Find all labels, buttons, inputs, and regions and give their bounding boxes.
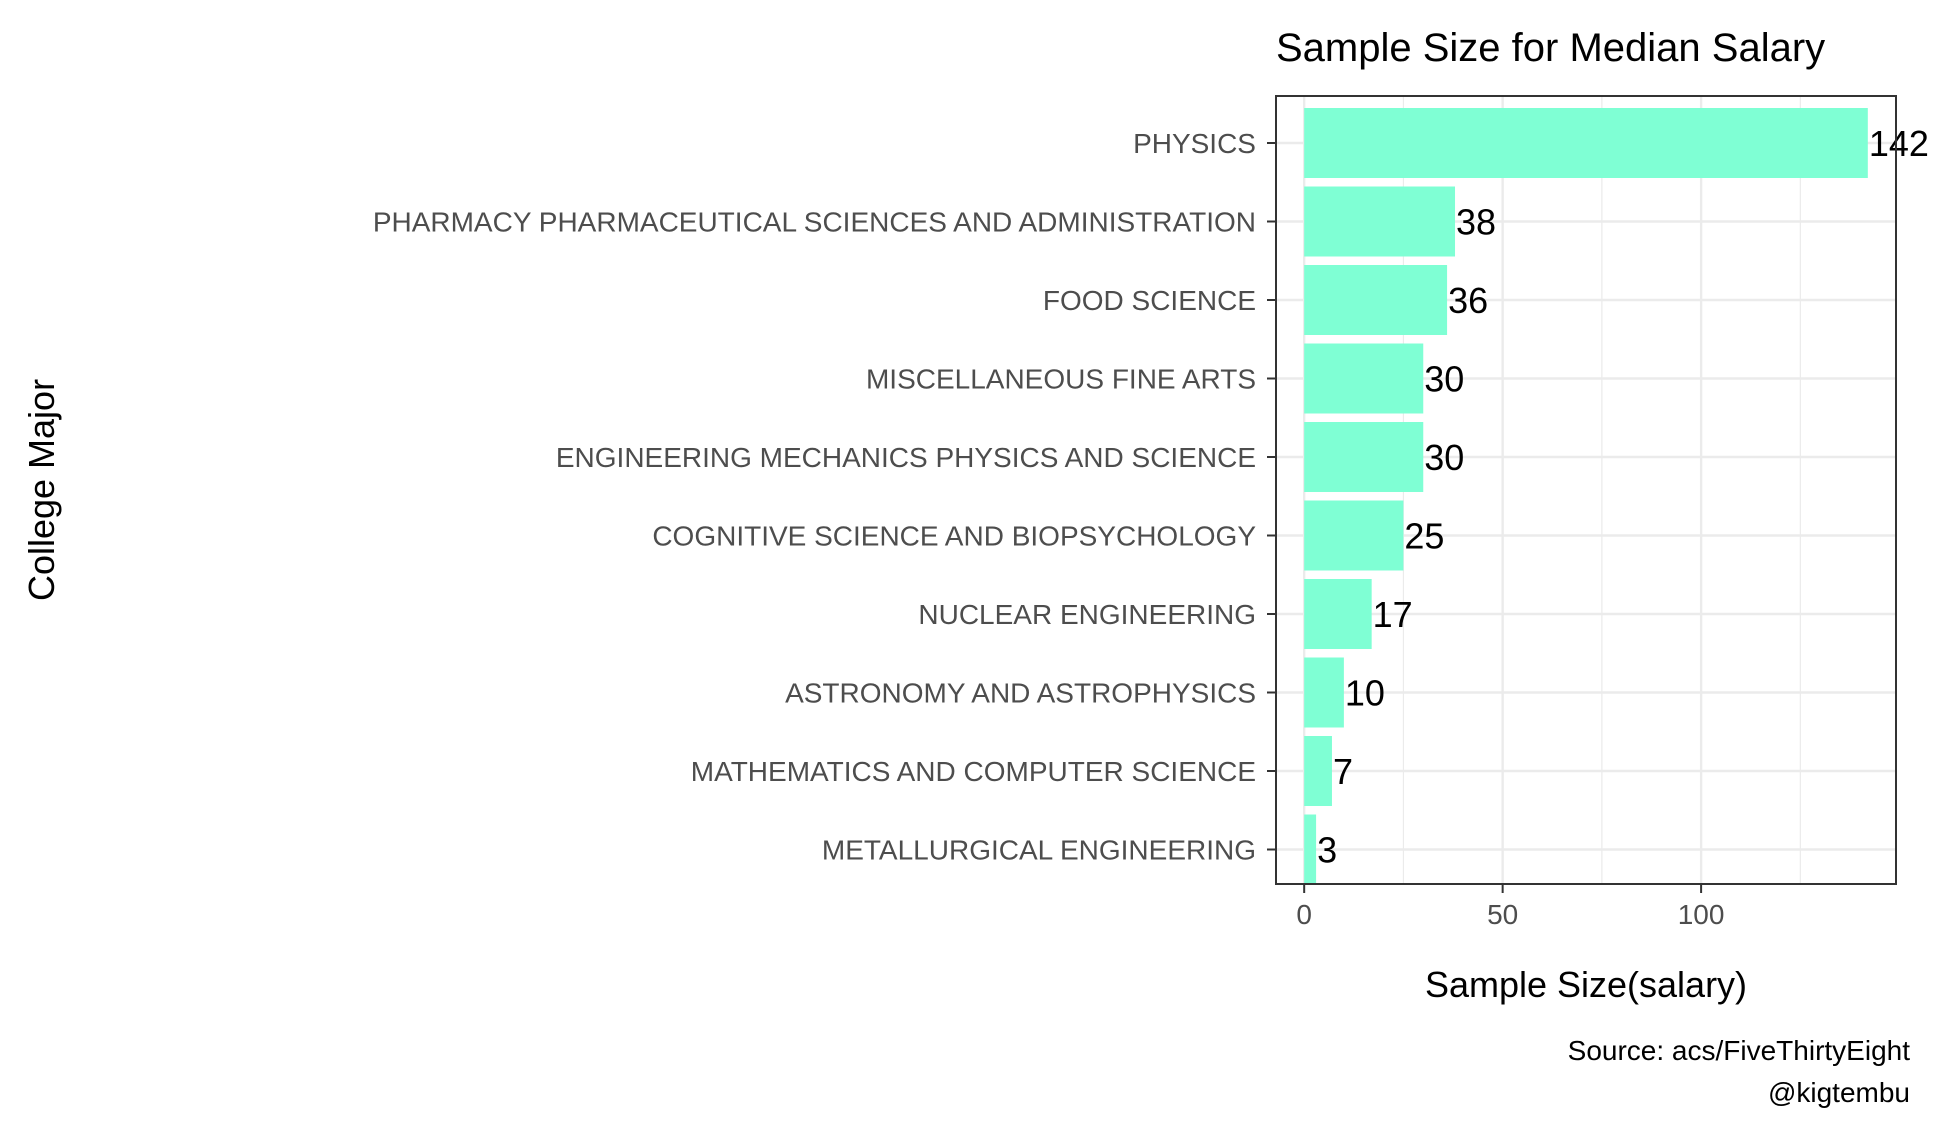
bar-value-label: 17 bbox=[1373, 594, 1413, 635]
bar-value-labels: 142 38 36 30 30 25 17 10 7 3 bbox=[1317, 123, 1929, 871]
panel-border bbox=[1275, 95, 1897, 885]
caption: Source: acs/FiveThirtyEight @kigtembu bbox=[1568, 1035, 1911, 1108]
x-tick-label: 50 bbox=[1487, 899, 1518, 930]
bar bbox=[1304, 186, 1456, 257]
category-label: NUCLEAR ENGINEERING bbox=[918, 599, 1256, 630]
bar bbox=[1304, 579, 1372, 649]
bar-value-label: 10 bbox=[1345, 673, 1385, 714]
bar-value-label: 36 bbox=[1448, 280, 1488, 321]
category-label: PHARMACY PHARMACEUTICAL SCIENCES AND ADM… bbox=[373, 207, 1256, 238]
caption-line: @kigtembu bbox=[1768, 1077, 1910, 1108]
bar bbox=[1304, 422, 1424, 492]
bar-value-label: 25 bbox=[1404, 516, 1444, 557]
category-label: FOOD SCIENCE bbox=[1043, 285, 1256, 316]
bar bbox=[1304, 500, 1404, 571]
x-tick-label: 100 bbox=[1678, 899, 1725, 930]
bar bbox=[1304, 736, 1332, 806]
caption-line: Source: acs/FiveThirtyEight bbox=[1568, 1035, 1911, 1066]
bar bbox=[1304, 343, 1424, 414]
category-label: PHYSICS bbox=[1133, 128, 1256, 159]
category-label: ENGINEERING MECHANICS PHYSICS AND SCIENC… bbox=[556, 442, 1256, 473]
bar-value-label: 38 bbox=[1456, 202, 1496, 243]
bar-value-label: 30 bbox=[1424, 437, 1464, 478]
bar bbox=[1304, 108, 1868, 178]
category-label: COGNITIVE SCIENCE AND BIOPSYCHOLOGY bbox=[652, 521, 1256, 552]
y-axis: PHYSICS PHARMACY PHARMACEUTICAL SCIENCES … bbox=[373, 128, 1276, 866]
bars bbox=[1304, 108, 1868, 885]
bar-value-label: 7 bbox=[1333, 751, 1353, 792]
x-axis: 0 50 100 bbox=[1296, 884, 1724, 930]
chart-title: Sample Size for Median Salary bbox=[1276, 26, 1825, 70]
bar bbox=[1304, 814, 1317, 885]
x-tick-label: 0 bbox=[1296, 899, 1312, 930]
bar-value-label: 142 bbox=[1869, 123, 1929, 164]
y-axis-title: College Major bbox=[21, 379, 62, 601]
category-label: MISCELLANEOUS FINE ARTS bbox=[866, 364, 1256, 395]
bar-value-label: 30 bbox=[1424, 359, 1464, 400]
category-label: MATHEMATICS AND COMPUTER SCIENCE bbox=[691, 756, 1256, 787]
bar bbox=[1304, 657, 1344, 728]
x-axis-title: Sample Size(salary) bbox=[1425, 964, 1747, 1005]
bar bbox=[1304, 265, 1448, 335]
category-label: ASTRONOMY AND ASTROPHYSICS bbox=[785, 678, 1256, 709]
bar-value-label: 3 bbox=[1317, 830, 1337, 871]
category-label: METALLURGICAL ENGINEERING bbox=[822, 835, 1256, 866]
